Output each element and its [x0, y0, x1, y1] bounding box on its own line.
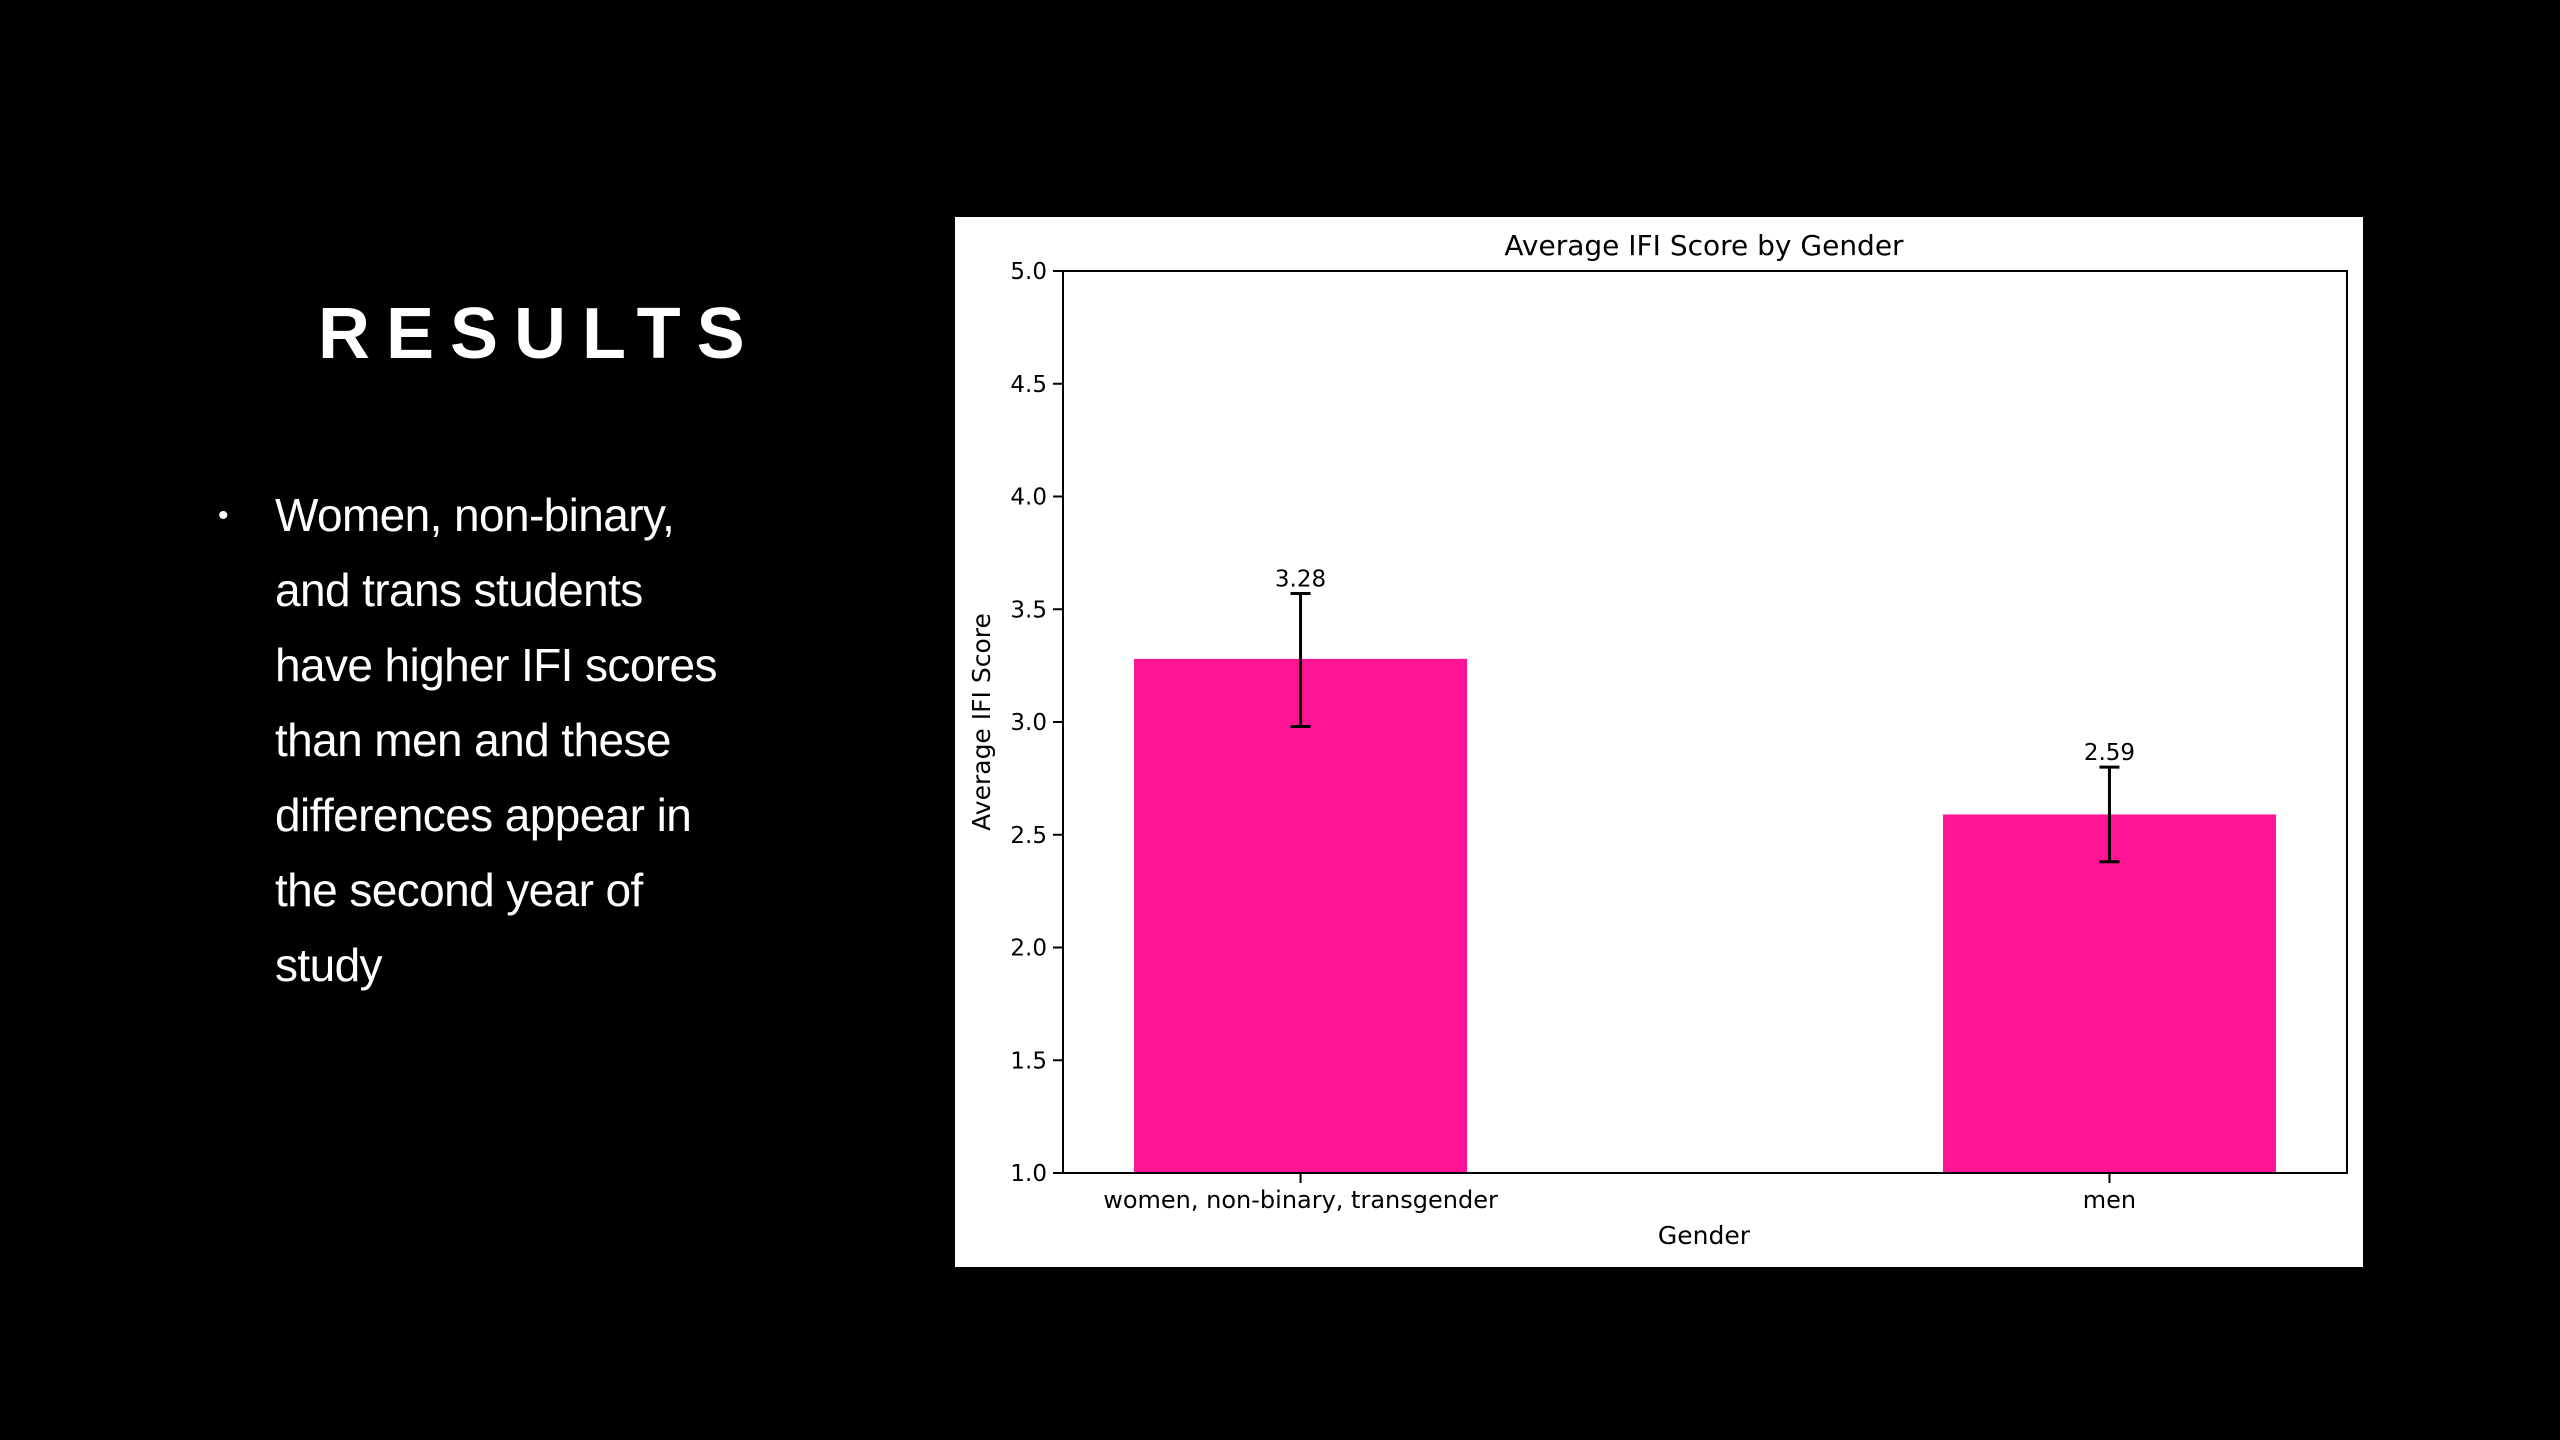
- bullet-marker: •: [218, 499, 229, 532]
- chart-title: Average IFI Score by Gender: [1504, 229, 1904, 262]
- y-axis-label: Average IFI Score: [967, 613, 996, 831]
- x-axis-label: Gender: [1658, 1221, 1751, 1250]
- bar-chart: Average IFI Score by Gender 1.0 1.5 2.0 2.5…: [967, 229, 2348, 1250]
- bullet-item: • Women, non-binary, and trans students …: [206, 478, 725, 1003]
- y-tick-label: 1.0: [1010, 1161, 1047, 1187]
- data-label: 3.28: [1275, 566, 1326, 592]
- plot-area-frame: [1062, 270, 2348, 1174]
- x-axis-ticks: women, non-binary, transgender men: [1103, 1173, 2136, 1214]
- y-tick-label: 2.0: [1010, 936, 1047, 962]
- bullet-list: • Women, non-binary, and trans students …: [206, 478, 725, 1003]
- x-tick-label: men: [2083, 1186, 2136, 1214]
- y-tick-label: 4.5: [1010, 372, 1047, 398]
- y-tick-label: 3.5: [1010, 597, 1047, 623]
- data-label: 2.59: [2084, 740, 2135, 766]
- y-tick-label: 4.0: [1010, 485, 1047, 511]
- bullet-text: Women, non-binary, and trans students ha…: [275, 489, 718, 991]
- y-tick-label: 5.0: [1010, 259, 1047, 285]
- x-tick-label: women, non-binary, transgender: [1103, 1186, 1498, 1214]
- slide-title: RESULTS: [318, 294, 761, 374]
- chart-panel: Average IFI Score by Gender 1.0 1.5 2.0 2.5…: [955, 217, 2363, 1267]
- bar: [1942, 814, 2276, 1173]
- y-tick-label: 3.0: [1010, 710, 1047, 736]
- bar: [1134, 658, 1468, 1173]
- y-axis-ticks: 1.0 1.5 2.0 2.5 3.0 3.5 4.0 4.5 5.0: [1010, 259, 1063, 1187]
- y-tick-label: 2.5: [1010, 823, 1047, 849]
- y-tick-label: 1.5: [1010, 1048, 1047, 1074]
- bars: 3.28 2.59: [1134, 566, 2276, 1173]
